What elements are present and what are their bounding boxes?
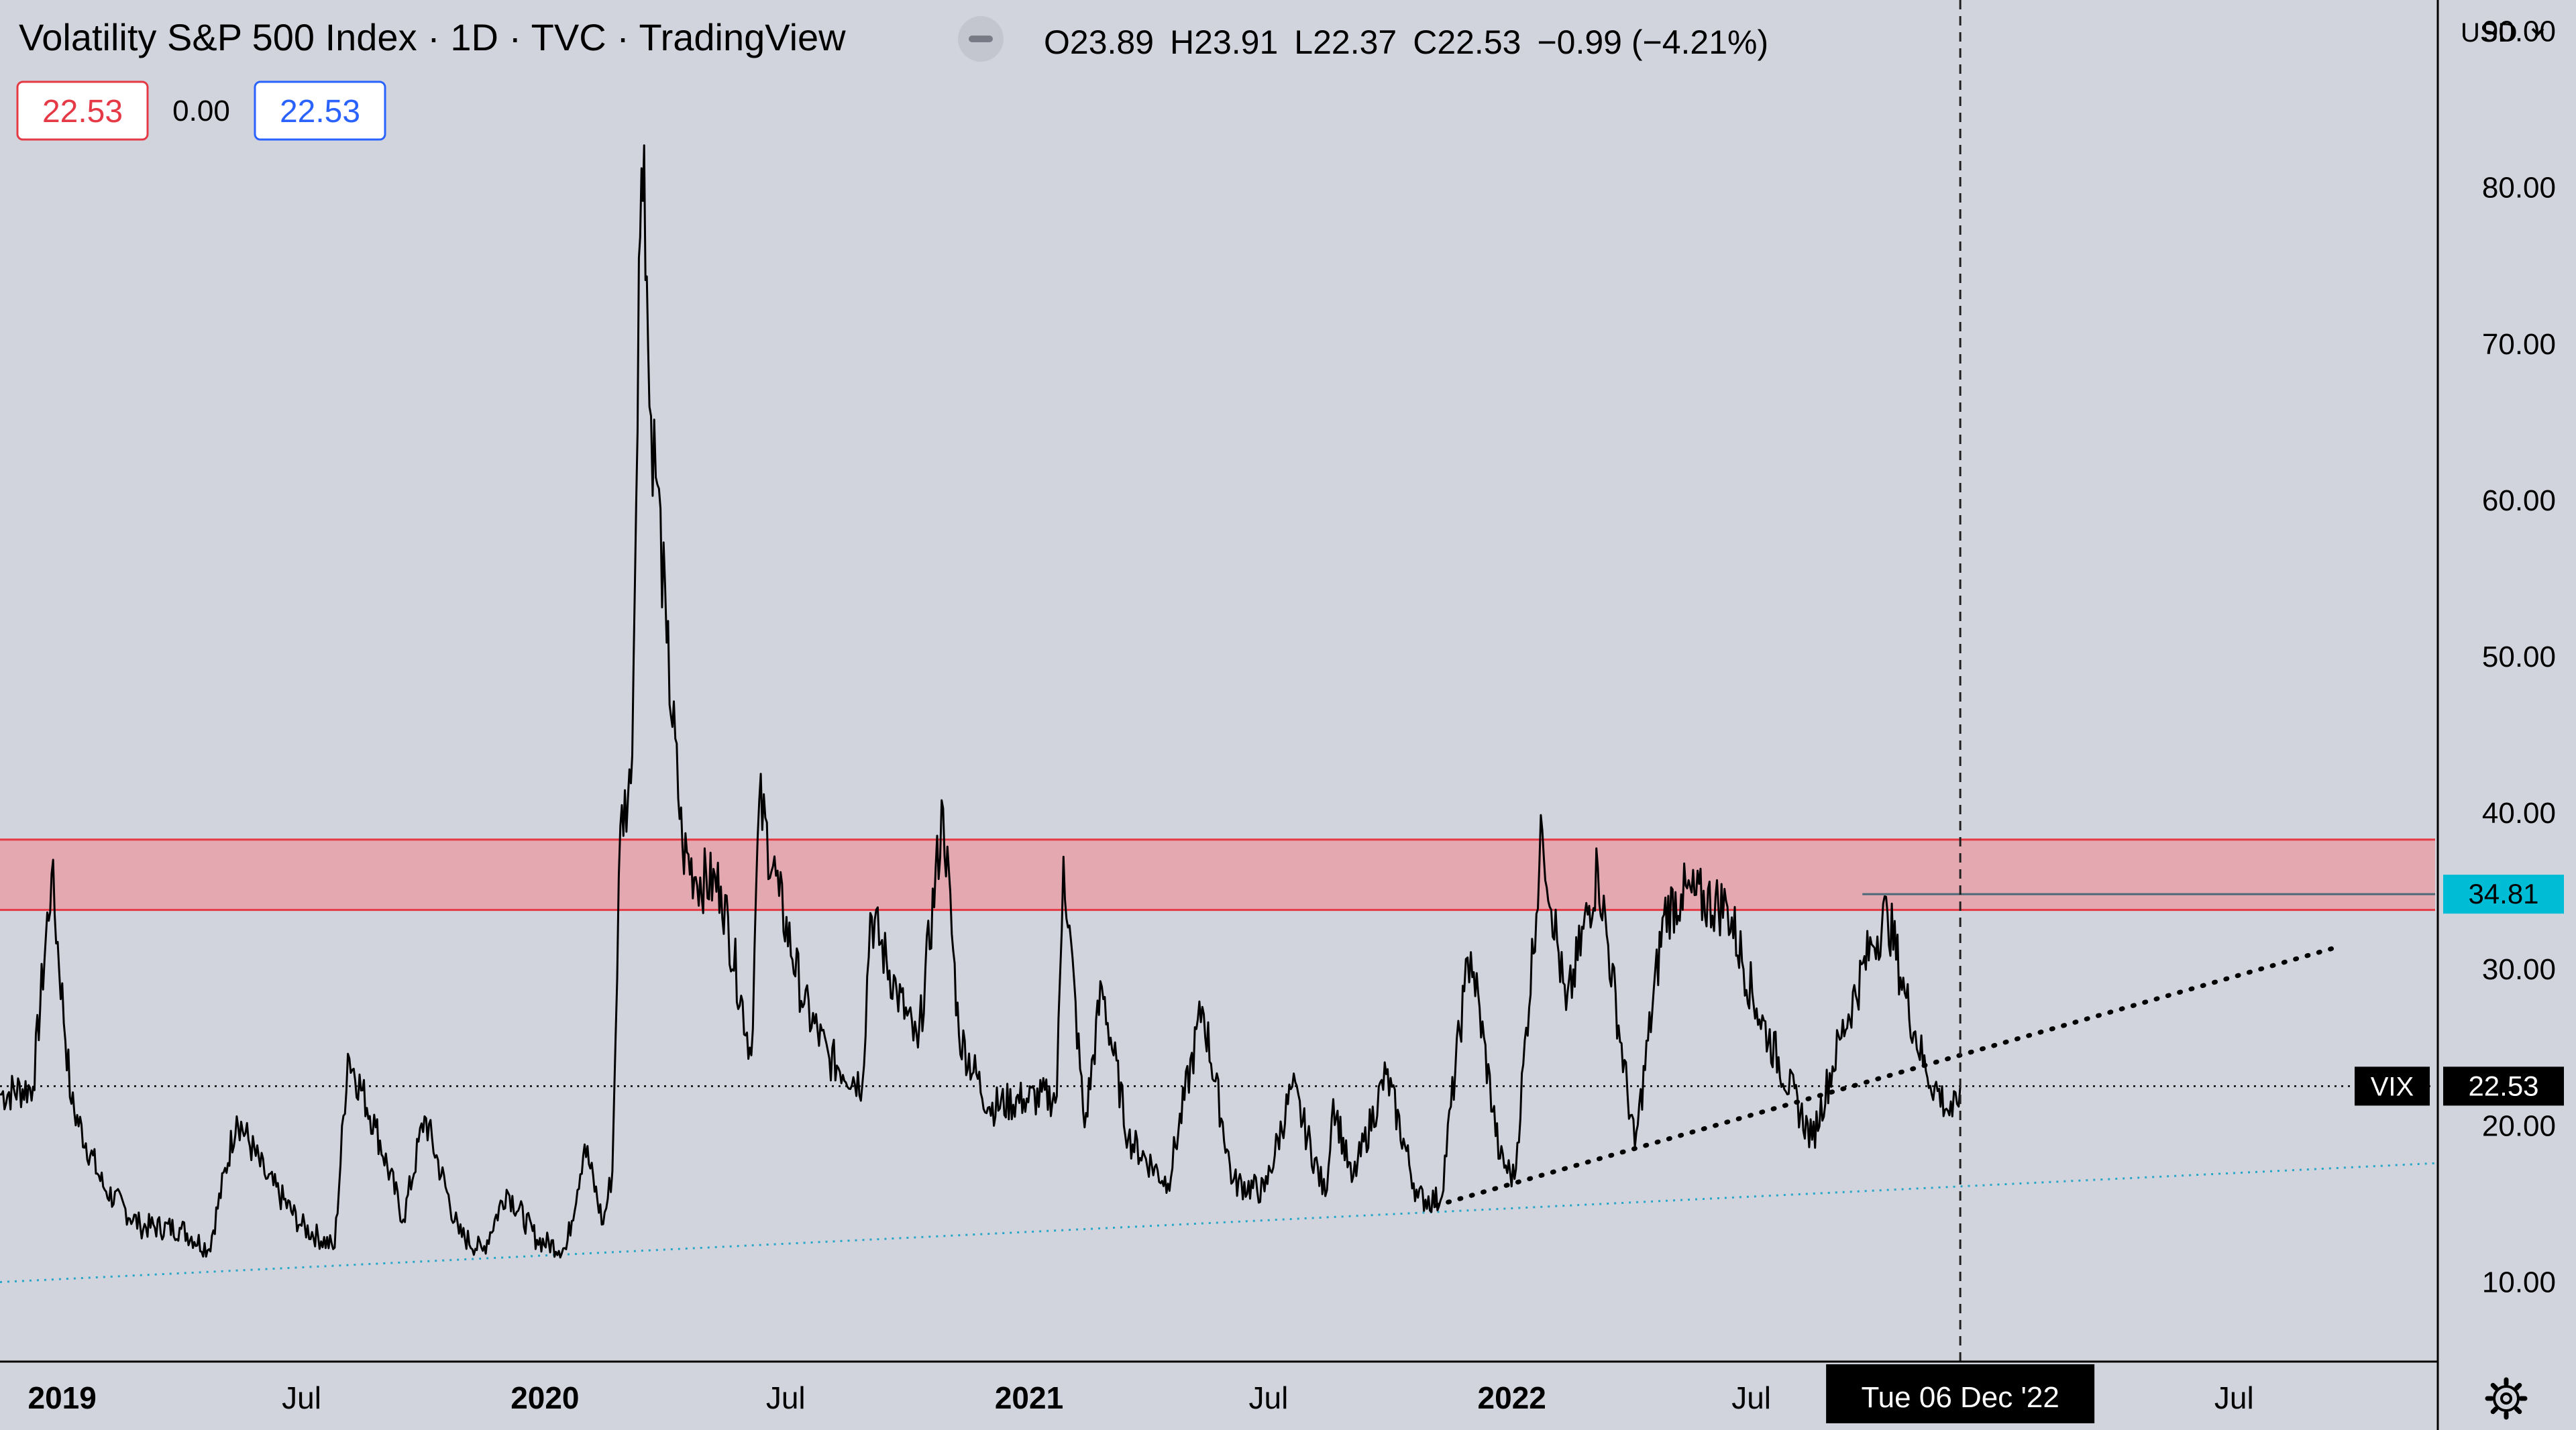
minus-icon[interactable] [958, 16, 1004, 62]
price-tick-label: 70.00 [2482, 328, 2556, 361]
buy-price-value: 22.53 [280, 94, 360, 129]
buy-price-box[interactable] [254, 80, 386, 141]
symbol-label-box [2355, 1066, 2430, 1106]
rising-trendline[interactable] [1434, 943, 2344, 1208]
price-series [0, 144, 1962, 1259]
currency-selector[interactable]: USD [2461, 18, 2517, 48]
last-price-badge [2443, 1066, 2564, 1106]
time-axis[interactable]: 2019 Jul 2020 Jul 2021 Jul 2022 Jul Jul [28, 1380, 2254, 1415]
price-tick-label: 20.00 [2482, 1109, 2556, 1142]
price-tick-label: 50.00 [2482, 641, 2556, 673]
open-label: O [1044, 23, 1070, 61]
high-label: H [1170, 23, 1194, 61]
sell-price-value: 22.53 [42, 94, 123, 129]
close-value: 22.53 [1437, 23, 1521, 61]
price-axis[interactable]: 90.00 80.00 70.00 60.00 50.00 40.00 30.00 20.00… [2482, 15, 2556, 1299]
close-label: C [1413, 23, 1437, 61]
price-tick-label: 90.00 [2482, 15, 2556, 48]
crosshair-date-label: Tue 06 Dec '22 [1861, 1381, 2059, 1414]
spread-value: 0.00 [172, 95, 230, 127]
time-tick-label: 2020 [511, 1380, 579, 1415]
time-tick-label: Jul [282, 1380, 321, 1415]
chart-title: Volatility S&P 500 Index · 1D · TVC · Tr… [19, 16, 846, 58]
price-line [0, 144, 1962, 1259]
price-tick-label: 10.00 [2482, 1266, 2556, 1299]
high-value: 23.91 [1194, 23, 1278, 61]
open-value: 23.89 [1070, 23, 1154, 61]
last-price-label: 22.53 [2468, 1070, 2538, 1101]
resistance-zone[interactable] [0, 839, 2435, 910]
crosshair-date-badge [1826, 1364, 2095, 1423]
gear-icon[interactable] [2485, 1377, 2528, 1420]
level-price-badge [2443, 875, 2564, 914]
low-label: L [1294, 23, 1313, 61]
price-tick-label: 80.00 [2482, 172, 2556, 205]
time-tick-label: 2021 [995, 1380, 1063, 1415]
time-tick-label: 2019 [28, 1380, 97, 1415]
price-tick-label: 60.00 [2482, 484, 2556, 517]
ohlc-values: O23.89 H23.91 L22.37 C22.53 −0.99 (−4.21%) [1044, 23, 1768, 61]
chevron-down-icon[interactable] [2531, 28, 2544, 36]
price-tick-label: 30.00 [2482, 953, 2556, 986]
time-tick-label: Jul [766, 1380, 806, 1415]
change-value: −0.99 (−4.21%) [1537, 23, 1768, 61]
level-price-label: 34.81 [2468, 878, 2538, 910]
sell-price-box[interactable] [16, 80, 149, 141]
low-value: 22.37 [1313, 23, 1397, 61]
support-trendline[interactable] [0, 1162, 2436, 1283]
symbol-label: VIX [2371, 1072, 2414, 1101]
price-tick-label: 40.00 [2482, 797, 2556, 830]
time-tick-label: Jul [1249, 1380, 1289, 1415]
time-tick-label: 2022 [1478, 1380, 1546, 1415]
time-tick-label: Jul [2214, 1380, 2254, 1415]
time-tick-label: Jul [1731, 1380, 1771, 1415]
